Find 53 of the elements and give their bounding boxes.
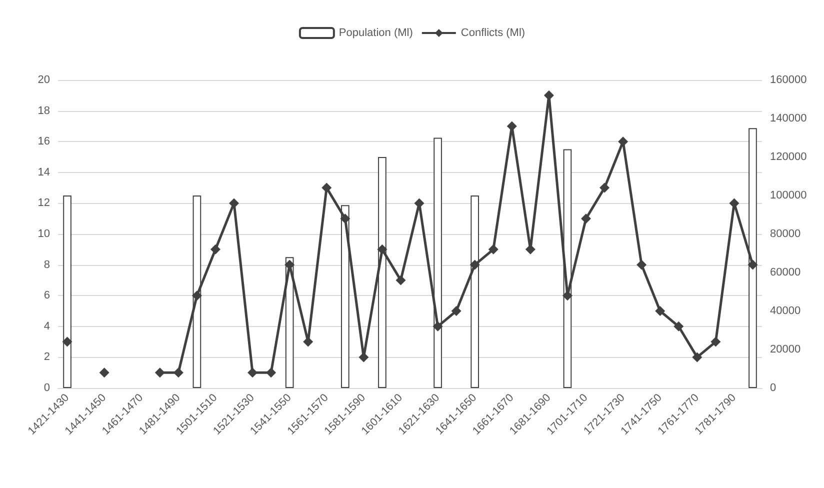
y-tick-label: 6 — [44, 290, 50, 302]
point — [377, 244, 388, 254]
point — [229, 198, 239, 208]
point — [636, 260, 647, 270]
point — [600, 182, 610, 193]
point — [173, 368, 184, 378]
point — [674, 321, 684, 332]
point — [710, 336, 721, 347]
y2-tick-label: 100000 — [770, 190, 807, 202]
point — [284, 260, 295, 270]
legend-label: Population (Ml) — [338, 27, 413, 39]
y-tick-label: 0 — [44, 382, 50, 394]
bar — [63, 196, 72, 388]
y2-tick-label: 80000 — [770, 228, 801, 240]
y-tick-label: 12 — [38, 197, 50, 210]
y2-tick-label: 140000 — [770, 112, 807, 124]
y-tick-label: 18 — [38, 104, 50, 117]
point — [210, 244, 220, 254]
point — [340, 214, 350, 224]
y-tick-label: 10 — [38, 228, 50, 240]
point — [396, 275, 406, 286]
point — [562, 290, 572, 301]
y-tick-label: 20 — [38, 74, 50, 86]
y2-tick-label: 20000 — [770, 344, 801, 356]
y2-tick-label: 120000 — [770, 151, 807, 163]
legend-label: Conflicts (Ml) — [460, 27, 526, 39]
point — [506, 121, 517, 132]
point — [748, 260, 758, 270]
point — [192, 290, 202, 301]
y2-tick-label: 0 — [770, 382, 776, 394]
point — [544, 90, 554, 100]
y2-tick-label: 160000 — [770, 74, 807, 86]
point — [470, 260, 480, 270]
y-tick-label: 14 — [38, 166, 50, 178]
point — [692, 352, 702, 362]
point — [62, 336, 72, 347]
point — [154, 368, 165, 378]
point — [322, 182, 332, 193]
y-tick-label: 8 — [44, 258, 50, 271]
point — [581, 214, 591, 224]
point — [488, 244, 498, 254]
point — [266, 368, 276, 378]
y-tick-label: 4 — [44, 320, 50, 332]
y-tick-label: 2 — [44, 351, 50, 364]
y2-tick-label: 60000 — [770, 266, 801, 278]
point — [655, 306, 666, 316]
point — [303, 336, 314, 347]
point — [248, 368, 258, 378]
point — [432, 321, 443, 332]
y-tick-label: 16 — [38, 136, 50, 148]
y2-tick-label: 40000 — [770, 305, 801, 317]
point — [99, 368, 110, 378]
point — [451, 306, 462, 316]
